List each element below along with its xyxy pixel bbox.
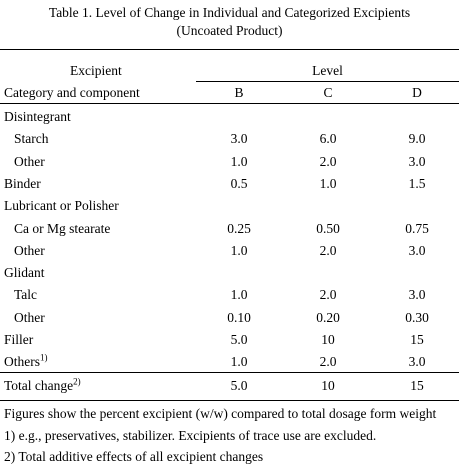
row-value: 1.0 (230, 243, 248, 258)
row-value: 3.0 (408, 354, 426, 369)
header-bottom-rule (0, 103, 459, 104)
row-value: 2.0 (319, 154, 337, 169)
table-title-line2: (Uncoated Product) (176, 23, 283, 38)
row-value: 0.75 (405, 221, 429, 236)
header-col-c: C (323, 85, 333, 100)
total-top-rule (0, 372, 459, 373)
row-value: 0.20 (316, 310, 340, 325)
row-value: 3.0 (230, 131, 248, 146)
row-label: Others1) (4, 352, 48, 369)
row-value: 1.0 (230, 354, 248, 369)
row-value: 0.50 (316, 221, 340, 236)
row-value: 0.30 (405, 310, 429, 325)
row-label: Other (14, 154, 45, 169)
row-label: Ca or Mg stearate (14, 221, 111, 236)
total-value-d: 15 (410, 378, 424, 393)
row-value: 10 (321, 332, 335, 347)
row-value: 0.25 (227, 221, 251, 236)
row-value: 3.0 (408, 154, 426, 169)
row-value: 3.0 (408, 287, 426, 302)
header-category: Category and component (4, 85, 140, 100)
row-value: 5.0 (230, 332, 248, 347)
header-col-b: B (234, 85, 244, 100)
row-value: 9.0 (408, 131, 426, 146)
row-value: 1.0 (230, 287, 248, 302)
row-label: Binder (4, 176, 41, 191)
row-value: 3.0 (408, 243, 426, 258)
row-value: 1.0 (319, 176, 337, 191)
row-value: 0.5 (230, 176, 248, 191)
footnote-1: 1) e.g., preservatives, stabilizer. Exci… (4, 428, 377, 443)
row-label: Other (14, 310, 45, 325)
row-value: 2.0 (319, 354, 337, 369)
top-rule (0, 49, 459, 50)
row-value: 1.5 (408, 176, 426, 191)
row-value: 0.10 (227, 310, 251, 325)
level-rule (196, 81, 459, 82)
row-value: 2.0 (319, 287, 337, 302)
row-value: 15 (410, 332, 424, 347)
row-label: Starch (14, 131, 49, 146)
header-level: Level (312, 63, 343, 78)
total-value-c: 10 (321, 378, 335, 393)
row-value: 6.0 (319, 131, 337, 146)
row-label: Other (14, 243, 45, 258)
header-col-d: D (412, 85, 422, 100)
footnote-2: 2) Total additive effects of all excipie… (4, 449, 264, 464)
bottom-rule (0, 400, 459, 401)
row-label: Disintegrant (4, 109, 71, 124)
row-label: Lubricant or Polisher (4, 198, 119, 213)
row-value: 1.0 (230, 154, 248, 169)
table-title-line1: Table 1. Level of Change in Individual a… (48, 5, 411, 20)
total-label: Total change2) (4, 376, 81, 393)
row-value: 2.0 (319, 243, 337, 258)
row-label: Filler (4, 332, 34, 347)
header-excipient: Excipient (70, 63, 122, 78)
row-label: Glidant (4, 265, 45, 280)
total-value-b: 5.0 (230, 378, 248, 393)
footnote-percent: Figures show the percent excipient (w/w)… (4, 406, 437, 421)
row-label: Talc (14, 287, 38, 302)
